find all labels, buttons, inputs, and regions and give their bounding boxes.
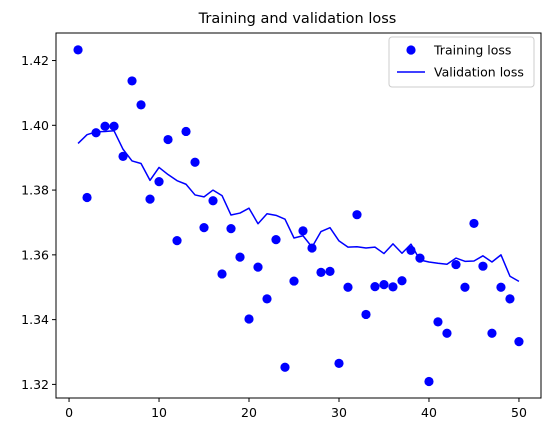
training-loss-point	[271, 235, 281, 245]
plot-area	[55, 32, 542, 399]
training-loss-point	[217, 269, 227, 279]
x-tick-label: 20	[241, 405, 257, 420]
training-loss-point	[469, 218, 479, 229]
training-loss-point	[136, 100, 146, 110]
training-loss-point	[415, 253, 425, 263]
series-layer	[73, 45, 524, 387]
training-loss-point	[82, 192, 92, 203]
training-loss-point	[334, 358, 344, 368]
training-loss-point	[307, 243, 317, 253]
y-tick-label: 1.42	[21, 53, 49, 68]
training-loss-point	[244, 314, 254, 324]
training-loss-point	[325, 266, 335, 276]
training-loss-point	[154, 177, 164, 187]
training-loss-point	[343, 282, 353, 292]
training-loss-point	[370, 281, 380, 292]
training-loss-point	[379, 280, 389, 290]
training-loss-point	[514, 337, 524, 347]
training-loss-point	[163, 134, 173, 145]
y-tick-label: 1.34	[21, 312, 49, 327]
training-loss-point	[127, 76, 137, 86]
training-loss-point	[145, 194, 155, 204]
y-tick-label: 1.32	[21, 377, 49, 392]
training-loss-point	[361, 309, 371, 320]
training-loss-point	[289, 276, 299, 286]
legend-marker-training	[406, 45, 416, 55]
legend-label-training: Training loss	[433, 43, 511, 58]
legend: Training loss Validation loss	[388, 36, 535, 88]
training-loss-point	[505, 294, 515, 304]
y-tick-label: 1.36	[21, 247, 49, 262]
training-loss-point	[109, 121, 119, 131]
training-loss-point	[451, 259, 461, 270]
x-axis: 0 10 20 30 40 50	[65, 398, 527, 420]
chart-title: Training and validation loss	[198, 11, 397, 27]
y-axis: 1.32 1.34 1.36 1.38 1.40 1.42	[21, 53, 56, 392]
training-loss-point	[424, 376, 434, 387]
training-loss-point	[118, 151, 128, 161]
legend-label-validation: Validation loss	[434, 65, 524, 80]
training-loss-point	[226, 224, 236, 234]
training-loss-point	[487, 328, 497, 338]
training-loss-point	[199, 223, 209, 233]
training-loss-point	[208, 196, 218, 206]
training-loss-point	[235, 252, 245, 262]
training-loss-point	[433, 317, 443, 327]
training-loss-point	[478, 261, 488, 271]
x-tick-label: 10	[151, 405, 167, 420]
training-loss-point	[91, 128, 101, 138]
training-loss-point	[172, 236, 182, 246]
training-loss-point	[496, 282, 506, 292]
training-loss-point	[406, 245, 416, 255]
validation-loss-line	[77, 130, 520, 283]
x-tick-label: 40	[421, 405, 437, 420]
training-loss-point	[280, 362, 290, 372]
training-loss-point	[73, 45, 83, 55]
training-loss-point	[388, 282, 398, 292]
training-loss-point	[397, 276, 407, 286]
training-loss-point	[460, 282, 470, 292]
x-tick-label: 30	[331, 405, 347, 420]
training-loss-point	[352, 210, 362, 220]
legend-frame	[388, 36, 535, 88]
training-loss-point	[316, 267, 326, 277]
y-tick-label: 1.40	[21, 118, 49, 133]
training-loss-point	[100, 121, 110, 131]
training-loss-point	[181, 126, 191, 137]
training-loss-point	[442, 328, 452, 338]
training-loss-point	[298, 226, 308, 236]
training-loss-point	[190, 157, 200, 167]
training-loss-point	[253, 262, 263, 272]
x-tick-label: 0	[65, 405, 73, 420]
training-loss-point	[262, 294, 272, 304]
y-tick-label: 1.38	[21, 183, 49, 198]
x-tick-label: 50	[511, 405, 527, 420]
